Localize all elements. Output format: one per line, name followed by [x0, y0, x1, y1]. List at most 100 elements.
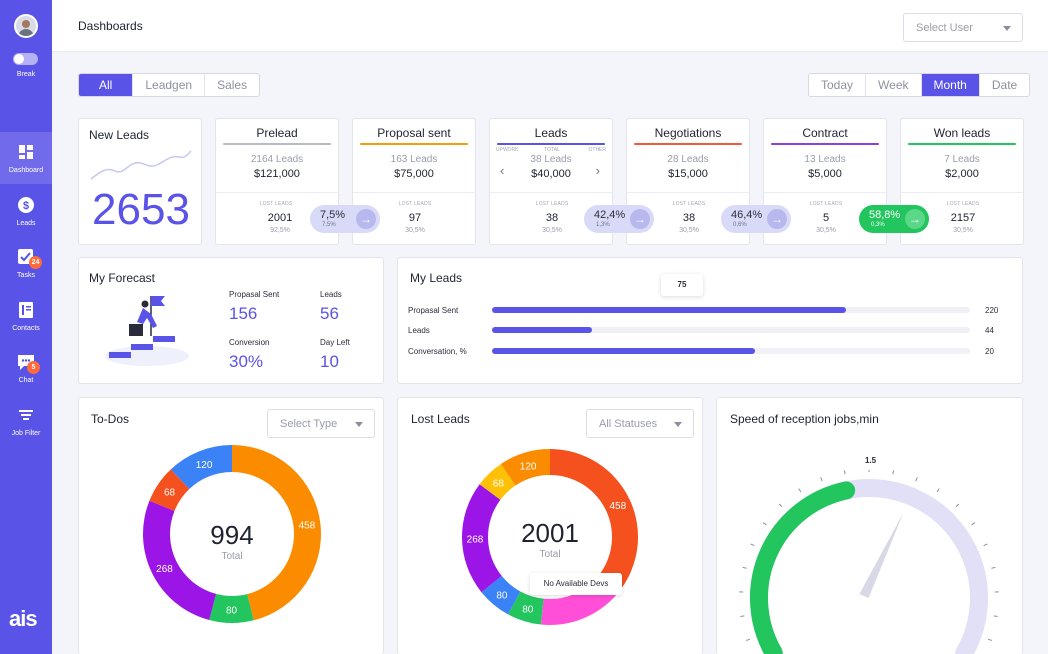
conversion-value: 42,4% — [594, 209, 626, 221]
stage-underline — [908, 143, 1016, 145]
break-toggle[interactable] — [13, 53, 38, 65]
stage-amount: $40,000 — [531, 168, 571, 180]
lost-leads-total-label: Total — [539, 549, 561, 560]
conversion-sub: 1,3% — [596, 222, 610, 228]
donut-segment[interactable] — [149, 469, 190, 511]
tab-month[interactable]: Month — [921, 74, 980, 96]
donut-segment-label: 80 — [226, 605, 238, 616]
gauge-tick — [762, 522, 767, 526]
donut-segment[interactable] — [170, 445, 232, 489]
divider — [353, 192, 475, 193]
leads-bar-track[interactable] — [492, 307, 970, 313]
gauge-tick — [843, 470, 846, 475]
donut-segment[interactable] — [500, 449, 550, 486]
sidebar-item-job-filter[interactable]: Job Filter — [0, 395, 52, 447]
lost-leads-percent: 30,5% — [405, 227, 425, 234]
sidebar-item-chat[interactable]: 5 Chat — [0, 342, 52, 394]
leads-bar-track[interactable] — [492, 327, 970, 333]
donut-segment-label: 68 — [493, 479, 505, 490]
stage-amount: $2,000 — [945, 168, 979, 180]
select-type-value: Select Type — [280, 418, 338, 430]
divider — [901, 192, 1023, 193]
donut-segment[interactable] — [550, 449, 638, 593]
forecast-stat-label: Day Left — [320, 338, 350, 347]
donut-segment-label: 120 — [196, 460, 213, 471]
forecast-stat-value: 156 — [229, 304, 258, 323]
tab-date[interactable]: Date — [991, 78, 1018, 92]
speed-gauge — [739, 470, 999, 654]
stage-amount: $5,000 — [808, 168, 842, 180]
conversion-pill[interactable]: 7,5% 7,5% → — [310, 205, 380, 233]
upwork-label: UPWORK — [496, 147, 519, 153]
gauge-tick — [991, 566, 996, 569]
todos-total-label: Total — [221, 551, 243, 562]
select-user-dropdown[interactable]: Select User — [903, 13, 1023, 42]
stage-underline — [771, 143, 879, 145]
donut-segment[interactable] — [507, 591, 544, 625]
user-avatar[interactable] — [14, 14, 38, 38]
stage-name: Proposal sent — [377, 126, 451, 140]
my-leads-tooltip: 75 — [661, 274, 703, 296]
donut-segment-label: 80 — [522, 605, 534, 616]
forecast-stat-label: Propasal Sent — [229, 290, 280, 299]
tab-all[interactable]: All — [79, 74, 134, 96]
chevron-down-icon — [1003, 26, 1011, 31]
sidebar-item-tasks[interactable]: 24 Tasks — [0, 237, 52, 289]
lost-leads-label: LOST LEADS — [809, 201, 843, 207]
chevron-left-icon[interactable]: ‹ — [500, 163, 505, 178]
sidebar-item-contacts[interactable]: Contacts — [0, 290, 52, 342]
sidebar-item-label: Dashboard — [8, 167, 44, 174]
gauge-tick — [987, 638, 993, 641]
conversion-pill[interactable]: 42,4% 1,3% → — [584, 205, 654, 233]
donut-segment[interactable] — [142, 500, 217, 621]
my-leads-title: My Leads — [410, 271, 463, 285]
select-status-dropdown[interactable]: All Statuses — [586, 409, 694, 438]
gauge-tick — [798, 488, 802, 493]
sidebar-item-leads[interactable]: $ Leads — [0, 185, 52, 237]
lost-leads-value: 5 — [822, 212, 830, 224]
select-type-dropdown[interactable]: Select Type — [267, 409, 375, 438]
stage-name: Won leads — [933, 126, 991, 140]
select-user-value: Select User — [916, 22, 973, 34]
donut-segment[interactable] — [479, 463, 516, 500]
tab-today[interactable]: Today — [809, 74, 867, 96]
sidebar-item-label: Contacts — [12, 325, 40, 332]
leads-bar-track[interactable] — [492, 348, 970, 354]
donut-segment[interactable] — [209, 593, 254, 623]
donut-segment-label: 120 — [520, 461, 537, 472]
donut-segment[interactable] — [462, 484, 502, 593]
donut-segment-label: 458 — [609, 501, 626, 512]
leads-bar-label: Leads — [408, 326, 430, 335]
forecast-card: My Forecast Propasal Sent 156 Leads 56 C… — [78, 257, 384, 384]
gauge-tick — [820, 477, 823, 482]
sidebar-item-dashboard[interactable]: Dashboard — [0, 132, 52, 184]
conversion-sub: 7,5% — [322, 222, 336, 228]
trend-sparkline — [90, 150, 192, 180]
dashboard-icon — [19, 145, 33, 159]
speed-title: Speed of reception jobs,min — [730, 412, 879, 426]
stage-name: Leads — [534, 126, 568, 140]
lost-leads-total: 2001 — [521, 518, 579, 548]
stage-card-prelead[interactable]: Prelead 2164 Leads $121,000 LOST LEADS 2… — [215, 118, 339, 245]
stage-amount: $121,000 — [254, 168, 300, 180]
chevron-right-icon[interactable]: › — [595, 163, 600, 178]
donut-segment[interactable] — [481, 575, 521, 615]
tab-week[interactable]: Week — [866, 74, 922, 96]
conversion-pill[interactable]: 58,8% 0,3% → — [859, 205, 929, 233]
stage-leads: 7 Leads — [944, 154, 980, 165]
tab-sales[interactable]: Sales — [217, 78, 248, 92]
stairs-illustration — [105, 296, 189, 366]
conversion-sub: 0,6% — [733, 222, 747, 228]
todos-total: 994 — [210, 520, 254, 550]
todos-donut-chart: 458 80 268 68 120 — [142, 445, 322, 623]
chat-icon — [18, 355, 34, 370]
conversion-pill[interactable]: 46,4% 0,6% → — [721, 205, 791, 233]
gauge-tick — [971, 522, 976, 526]
tab-leadgen[interactable]: Leadgen — [133, 74, 206, 96]
lost-leads-label: LOST LEADS — [398, 201, 432, 207]
ais-logo: ais — [9, 606, 38, 631]
divider — [627, 192, 749, 193]
donut-segment[interactable] — [232, 445, 322, 621]
arrow-right-icon: → — [356, 209, 376, 229]
total-label: TOTAL — [544, 147, 560, 153]
